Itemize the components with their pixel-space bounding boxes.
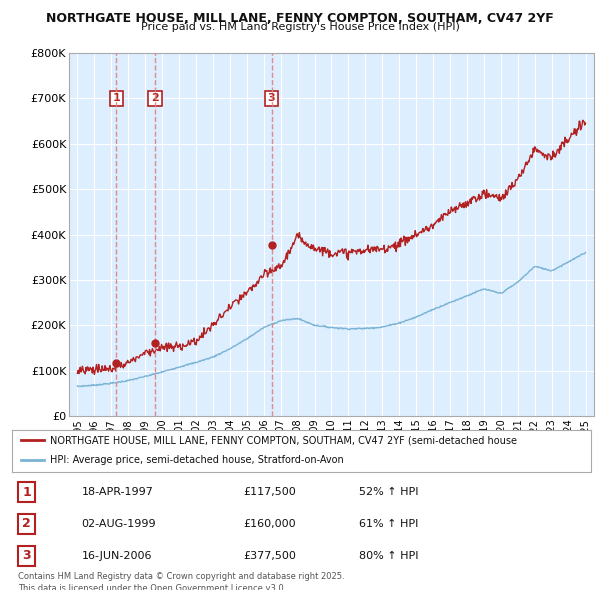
Text: 80% ↑ HPI: 80% ↑ HPI <box>359 551 419 560</box>
Text: Price paid vs. HM Land Registry's House Price Index (HPI): Price paid vs. HM Land Registry's House … <box>140 22 460 32</box>
Text: 1: 1 <box>22 486 31 499</box>
Text: 16-JUN-2006: 16-JUN-2006 <box>82 551 152 560</box>
Text: 1: 1 <box>112 93 120 103</box>
Text: 3: 3 <box>268 93 275 103</box>
Text: 2: 2 <box>151 93 159 103</box>
Text: 2: 2 <box>22 517 31 530</box>
Text: £160,000: £160,000 <box>244 519 296 529</box>
Text: 18-APR-1997: 18-APR-1997 <box>82 487 154 497</box>
Text: £117,500: £117,500 <box>244 487 296 497</box>
Text: 3: 3 <box>22 549 31 562</box>
Text: 61% ↑ HPI: 61% ↑ HPI <box>359 519 419 529</box>
Text: HPI: Average price, semi-detached house, Stratford-on-Avon: HPI: Average price, semi-detached house,… <box>50 455 343 465</box>
Text: This data is licensed under the Open Government Licence v3.0.: This data is licensed under the Open Gov… <box>18 584 286 590</box>
Text: £377,500: £377,500 <box>244 551 296 560</box>
Text: 02-AUG-1999: 02-AUG-1999 <box>82 519 156 529</box>
Text: 52% ↑ HPI: 52% ↑ HPI <box>359 487 419 497</box>
Text: NORTHGATE HOUSE, MILL LANE, FENNY COMPTON, SOUTHAM, CV47 2YF (semi-detached hous: NORTHGATE HOUSE, MILL LANE, FENNY COMPTO… <box>50 435 517 445</box>
Text: NORTHGATE HOUSE, MILL LANE, FENNY COMPTON, SOUTHAM, CV47 2YF: NORTHGATE HOUSE, MILL LANE, FENNY COMPTO… <box>46 12 554 25</box>
Text: Contains HM Land Registry data © Crown copyright and database right 2025.: Contains HM Land Registry data © Crown c… <box>18 572 344 581</box>
